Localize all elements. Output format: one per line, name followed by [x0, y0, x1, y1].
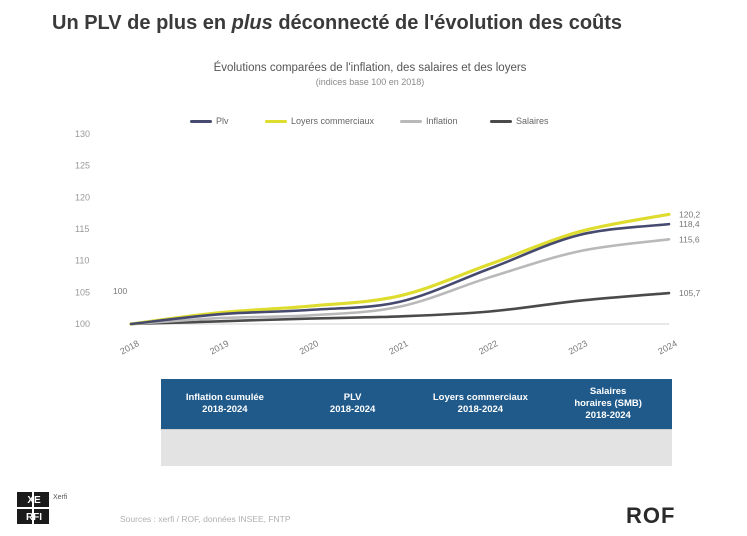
legend-item-plv: Plv: [190, 116, 229, 126]
chart-subtitle: (indices base 100 en 2018): [315, 77, 425, 87]
y-tick-label: 125: [75, 161, 90, 171]
legend-item-loyers: Loyers commerciaux: [265, 116, 374, 126]
table-row: [161, 429, 672, 466]
table-cell-salaires: [544, 429, 672, 466]
data-label: 118,4: [679, 219, 700, 229]
legend-label-inflation: Inflation: [426, 116, 458, 126]
summary-table: Inflation cumulée 2018-2024 PLV 2018-2024 …: [161, 379, 672, 466]
chart-title: Évolutions comparées de l'inflation, des…: [213, 62, 527, 74]
chart-legend: Plv Loyers commerciaux Inflation Salaire…: [190, 116, 570, 130]
x-tick-label: 2022: [477, 338, 499, 356]
series-line-2: [129, 238, 671, 326]
xerfi-logo-text-bottom: RFI: [25, 512, 43, 523]
x-tick-label: 2020: [298, 338, 320, 356]
legend-item-inflation: Inflation: [400, 116, 458, 126]
source-note: Sources : xerfi / ROF, données INSEE, FN…: [120, 514, 291, 524]
data-label: 100: [113, 286, 127, 296]
x-tick-label: 2018: [118, 338, 140, 356]
rof-logo: ROF: [626, 503, 675, 529]
legend-swatch-salaires: [490, 119, 512, 123]
table-cell-loyers: [416, 429, 545, 466]
series-line-1: [129, 212, 671, 326]
y-tick-label: 130: [75, 129, 90, 139]
legend-swatch-plv: [190, 119, 212, 123]
legend-item-salaires: Salaires: [490, 116, 549, 126]
y-tick-label: 100: [75, 319, 90, 329]
xerfi-logo-text-top: XE: [27, 495, 41, 506]
x-tick-label: 2024: [656, 338, 678, 356]
x-tick-label: 2023: [567, 338, 589, 356]
line-chart: 100 105 110 115 120 125 130 2018 2019 2020 2021 202…: [75, 129, 701, 356]
legend-label-loyers: Loyers commerciaux: [291, 116, 375, 126]
legend-swatch-inflation: [400, 119, 422, 123]
xerfi-logo-caption: Xerfi: [53, 494, 68, 501]
data-label: 120,2: [679, 209, 701, 219]
rof-logo-text: ROF: [626, 503, 676, 528]
xerfi-logo: XE RFI: [17, 492, 51, 526]
series-line-3: [129, 291, 671, 326]
legend-label-salaires: Salaires: [516, 116, 549, 126]
table-header-salaires: Salaires horaires (SMB) 2018-2024: [544, 379, 672, 430]
series-line-0: [129, 222, 671, 326]
y-tick-label: 110: [75, 256, 89, 266]
table-cell-plv: [288, 429, 417, 466]
x-tick-label: 2019: [208, 338, 230, 356]
y-tick-label: 120: [75, 192, 90, 202]
table-header-loyers: Loyers commerciaux 2018-2024: [416, 379, 545, 430]
x-tick-label: 2021: [387, 338, 409, 356]
data-label: 115,6: [679, 234, 700, 244]
table-header-plv: PLV 2018-2024: [288, 379, 417, 430]
y-tick-label: 115: [75, 224, 89, 234]
legend-label-plv: Plv: [216, 116, 229, 126]
page-title: Un PLV de plus en plus déconnecté de l'é…: [52, 12, 623, 34]
table-cell-inflation: [161, 429, 289, 466]
data-label: 105,7: [679, 288, 701, 298]
y-tick-label: 105: [75, 287, 90, 297]
table-header-inflation: Inflation cumulée 2018-2024: [161, 379, 289, 430]
legend-swatch-loyers: [265, 119, 287, 123]
table-header-row: Inflation cumulée 2018-2024 PLV 2018-2024 …: [161, 379, 672, 430]
